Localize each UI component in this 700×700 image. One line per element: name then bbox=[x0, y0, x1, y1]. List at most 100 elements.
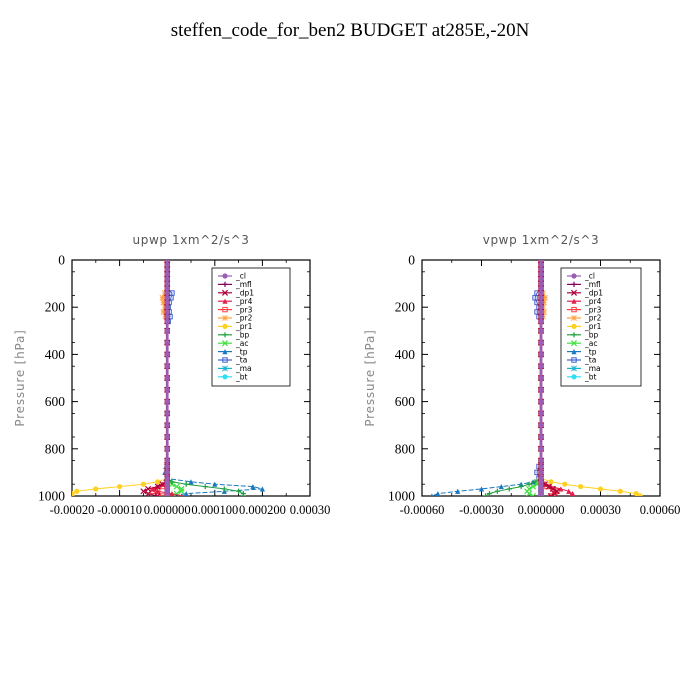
series-point-pr1 bbox=[633, 491, 639, 496]
y-tick-label: 200 bbox=[395, 300, 416, 315]
legend-label: _dp1 bbox=[584, 289, 603, 298]
y-axis-label: Pressure [hPa] bbox=[13, 329, 27, 426]
x-tick-label: -0.00020 bbox=[50, 503, 95, 517]
chart-panel-1: upwp 1xm^2/s^3 Pressure [hPa] 0 200 400 600 80… bbox=[13, 233, 330, 517]
series-point-cl bbox=[538, 295, 544, 301]
series-point-ac bbox=[178, 485, 185, 492]
series-point-bp bbox=[183, 481, 189, 487]
x-tick-label: -0.00010 bbox=[97, 503, 142, 517]
series-point-pr4 bbox=[180, 493, 183, 496]
series-point-cl bbox=[538, 266, 544, 273]
series-point-cl bbox=[538, 463, 544, 470]
legend-label: _tp bbox=[235, 347, 248, 356]
series-point-ac bbox=[530, 492, 537, 496]
legend-marker bbox=[222, 273, 228, 279]
series-point-cl bbox=[164, 281, 170, 287]
series-point-pr2 bbox=[159, 294, 166, 301]
legend-marker bbox=[221, 340, 229, 347]
legend-marker bbox=[571, 281, 577, 287]
series-point-cl bbox=[164, 387, 170, 393]
series-point-cl bbox=[538, 276, 544, 282]
legend-marker bbox=[571, 332, 577, 338]
legend-label: _ac bbox=[584, 339, 597, 348]
series-point-bp bbox=[518, 483, 524, 490]
series-point-cl bbox=[538, 260, 544, 263]
series-point-cl bbox=[538, 351, 544, 357]
series-point-cl bbox=[538, 314, 544, 320]
panel-title: upwp 1xm^2/s^3 bbox=[133, 233, 250, 247]
series-point-cl bbox=[164, 262, 170, 268]
series-point-pr1 bbox=[140, 481, 146, 487]
series-point-ac bbox=[526, 490, 533, 496]
y-tick-label: 600 bbox=[395, 394, 416, 409]
series-point-pr1 bbox=[548, 479, 554, 485]
y-tick-label: 0 bbox=[58, 253, 65, 268]
y-tick-label: 1000 bbox=[38, 489, 65, 504]
y-tick-label: 0 bbox=[408, 253, 415, 268]
series-point-cl bbox=[164, 328, 170, 334]
legend-marker bbox=[222, 298, 228, 304]
series-point-cl bbox=[538, 290, 544, 296]
series-point-pr4 bbox=[569, 493, 573, 496]
series-point-cl bbox=[164, 422, 170, 428]
series-point-cl bbox=[164, 340, 170, 346]
legend-marker bbox=[222, 323, 228, 329]
series-point-tp bbox=[478, 486, 485, 492]
series-point-pr1 bbox=[617, 488, 623, 494]
chart-panel-2: vpwp 1xm^2/s^3 Pressure [hPa] 0 200 400 600 80… bbox=[363, 233, 680, 517]
legend-label: _pr3 bbox=[584, 305, 602, 314]
series-point-pr2 bbox=[160, 299, 167, 306]
series-point-ac bbox=[173, 483, 180, 490]
series-point-bp bbox=[494, 488, 500, 494]
x-tick-label: 0.000000 bbox=[144, 503, 191, 517]
series-point-pr4 bbox=[570, 491, 576, 496]
series-point-cl bbox=[164, 351, 170, 357]
legend-marker bbox=[222, 374, 228, 380]
series-point-tp bbox=[212, 481, 218, 487]
series-point-cl bbox=[164, 410, 170, 416]
series-point-pr1 bbox=[93, 486, 99, 492]
legend-marker bbox=[222, 315, 228, 321]
series-point-cl bbox=[538, 304, 544, 310]
legend-marker bbox=[222, 332, 228, 338]
y-tick-label: 800 bbox=[395, 441, 416, 456]
series-point-dp1 bbox=[551, 490, 558, 496]
legend-label: _pr4 bbox=[235, 297, 253, 306]
series-point-cl bbox=[164, 434, 170, 440]
series-group bbox=[430, 260, 643, 496]
x-tick-label: 0.000200 bbox=[239, 503, 286, 517]
series-point-bp bbox=[169, 479, 175, 485]
series-point-bp bbox=[202, 483, 208, 490]
series-point-tp bbox=[430, 493, 434, 496]
legend-label: _ac bbox=[235, 339, 248, 348]
series-point-cl bbox=[164, 318, 170, 324]
x-tick-label: -0.00060 bbox=[400, 503, 445, 517]
series-point-cl bbox=[538, 434, 544, 440]
series-point-dp1 bbox=[154, 492, 161, 496]
legend-label: _pr3 bbox=[235, 305, 253, 314]
series-point-cl bbox=[164, 469, 170, 475]
x-tick-label: 0.00030 bbox=[290, 503, 331, 517]
legend-label: _ma bbox=[235, 364, 252, 373]
series-point-cl bbox=[164, 285, 170, 291]
series-point-cl bbox=[538, 271, 544, 277]
series-point-cl bbox=[538, 458, 544, 464]
legend: _cl_mfl_dp1_pr4_pr3_pr2_pr1_bp_ac_tp_ta_… bbox=[560, 267, 642, 387]
series-point-cl bbox=[538, 422, 544, 428]
legend-marker bbox=[571, 306, 577, 313]
legend-label: _cl bbox=[584, 272, 595, 281]
legend-label: _pr1 bbox=[584, 322, 602, 331]
series-point-cl bbox=[164, 446, 170, 452]
legend-marker bbox=[571, 298, 577, 304]
series-point-cl bbox=[164, 399, 170, 405]
series-point-pr2 bbox=[541, 299, 547, 306]
series-point-cl bbox=[164, 463, 170, 470]
series-point-tp bbox=[259, 486, 265, 492]
series-point-ac bbox=[178, 488, 185, 495]
series-point-pr1 bbox=[637, 493, 643, 496]
legend-label: _ta bbox=[235, 356, 247, 365]
legend-marker bbox=[571, 323, 577, 329]
series-point-tp bbox=[498, 483, 504, 490]
series-point-bp bbox=[506, 486, 512, 492]
legend-marker bbox=[222, 357, 228, 363]
